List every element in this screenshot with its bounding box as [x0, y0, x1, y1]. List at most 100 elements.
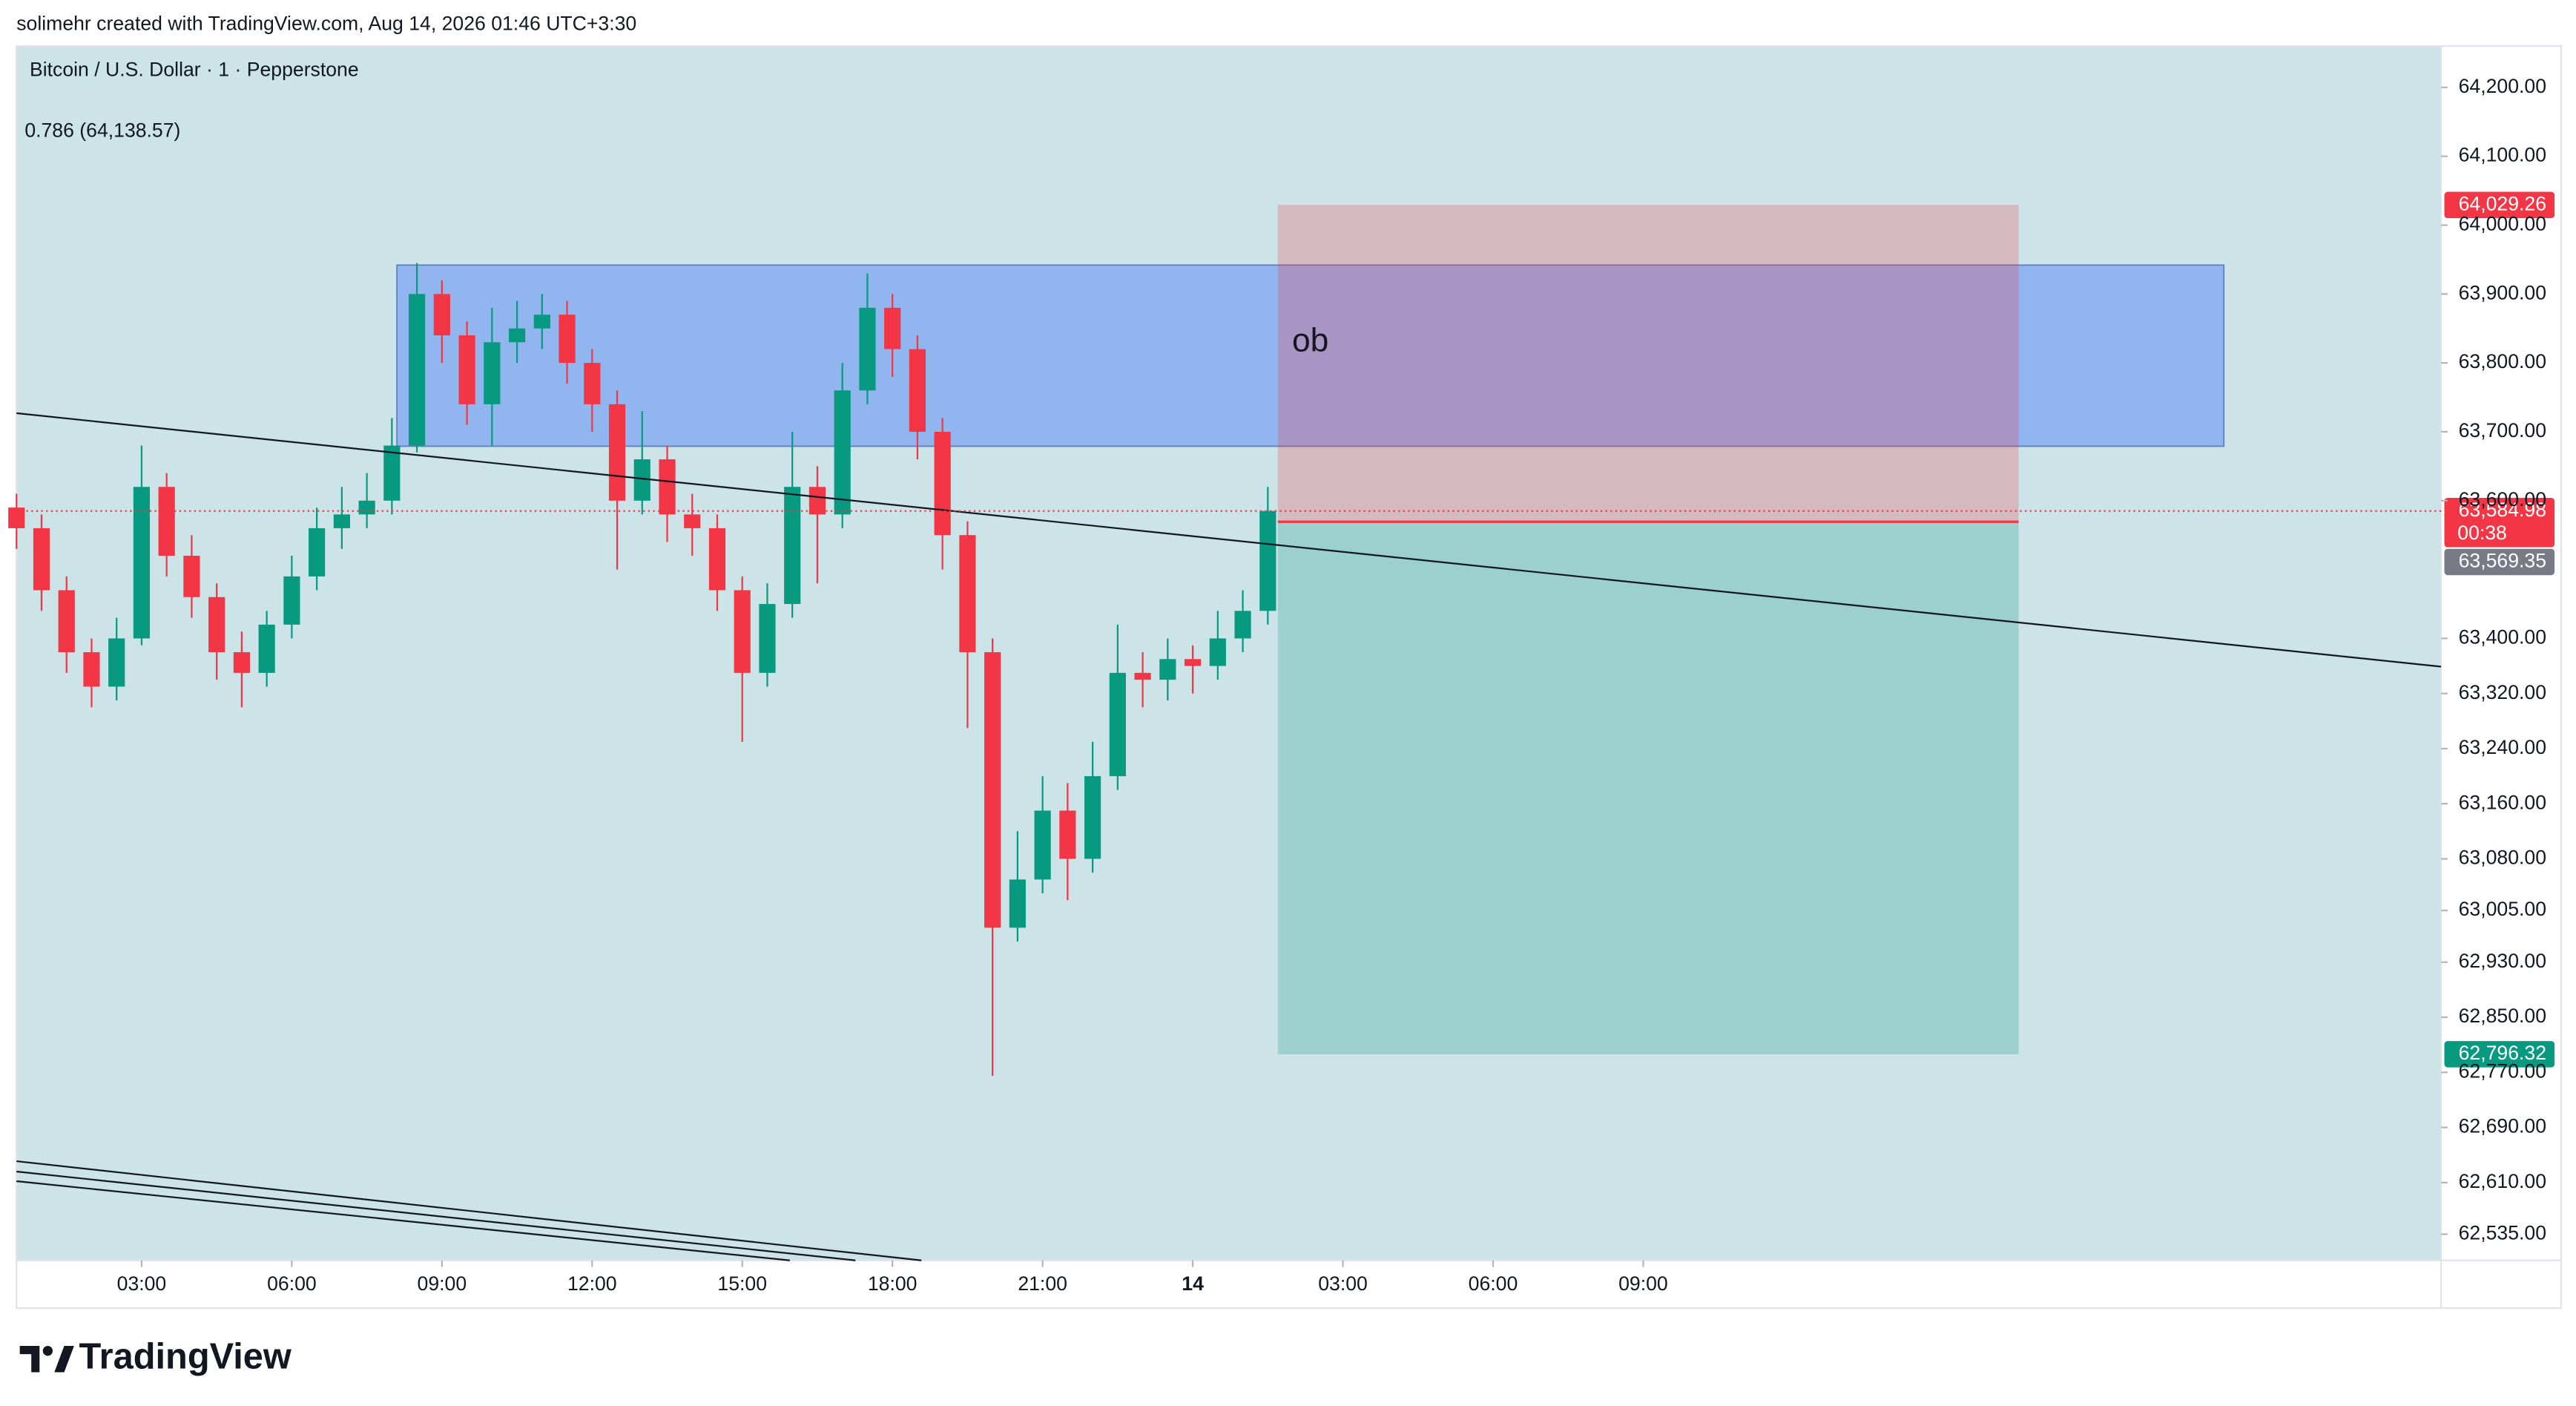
- candle-body: [734, 590, 751, 673]
- y-tick-label: 63,320.00: [2459, 681, 2546, 703]
- y-tick-label: 64,200.00: [2459, 75, 2546, 97]
- y-tick-label: 62,850.00: [2459, 1005, 2546, 1027]
- trend-line: [16, 412, 2442, 668]
- y-tick-label: 63,080.00: [2459, 847, 2546, 869]
- y-tick-label: 63,600.00: [2459, 488, 2546, 510]
- candle-body: [684, 514, 701, 528]
- y-tick-label: 64,000.00: [2459, 212, 2546, 234]
- x-tick-label: 03:00: [117, 1272, 167, 1295]
- candle-body: [808, 487, 826, 515]
- candle-body: [8, 507, 25, 528]
- target-zone: [1277, 522, 2019, 1054]
- candle-body: [1084, 776, 1101, 859]
- y-tick-label: 64,100.00: [2459, 144, 2546, 166]
- candle-body: [533, 315, 550, 329]
- y-tick-label: 63,160.00: [2459, 791, 2546, 813]
- y-tick-label: 62,610.00: [2459, 1170, 2546, 1192]
- zone-label: ob: [1292, 322, 1328, 358]
- candle-body: [1234, 611, 1251, 639]
- candle-body: [33, 528, 50, 591]
- candle-body: [358, 500, 375, 515]
- candle-body: [458, 335, 475, 404]
- price-label: 63,569.35: [2459, 550, 2546, 572]
- price-label-box: [2444, 191, 2555, 219]
- candle-body: [283, 576, 300, 625]
- candle-body: [333, 514, 350, 528]
- y-tick-label: 62,770.00: [2459, 1060, 2546, 1082]
- candle-body: [58, 590, 75, 653]
- credit: solimehr created with TradingView.com, A…: [16, 12, 636, 34]
- stop-zone: [1277, 205, 2019, 522]
- y-tick-label: 63,400.00: [2459, 625, 2546, 648]
- candle-body: [884, 307, 901, 349]
- price-label: 62,796.32: [2459, 1042, 2546, 1064]
- candle-body: [508, 328, 526, 343]
- x-tick-label: 06:00: [267, 1272, 317, 1295]
- candle-body: [834, 390, 851, 515]
- candle-body: [984, 652, 1001, 928]
- candle-body: [1009, 879, 1026, 928]
- candle-body: [1259, 510, 1277, 611]
- order-block-zone: [396, 264, 2225, 447]
- x-tick-label: 14: [1182, 1272, 1204, 1295]
- candle-body: [1059, 810, 1076, 859]
- candle-body: [659, 459, 676, 515]
- y-tick-label: 62,930.00: [2459, 950, 2546, 972]
- candle-body: [584, 363, 601, 404]
- logo-icon: [19, 1346, 74, 1373]
- x-tick-label: 12:00: [567, 1272, 617, 1295]
- candle-body: [759, 604, 776, 673]
- x-tick-label: 09:00: [418, 1272, 467, 1295]
- candle-body: [784, 487, 801, 605]
- price-label-box: [2444, 548, 2555, 576]
- candle-body: [934, 431, 951, 536]
- price-label: 63,584.98: [2459, 499, 2546, 521]
- logo-text: TradingView: [79, 1337, 292, 1377]
- y-tick-label: 63,800.00: [2459, 350, 2546, 372]
- candle-body: [309, 528, 326, 576]
- trend-line: [16, 1180, 790, 1261]
- chart-title: Bitcoin / U.S. Dollar · 1 · Pepperstone: [30, 58, 359, 80]
- plot-background: [16, 46, 2442, 1261]
- candle-body: [409, 294, 426, 446]
- candle-body: [208, 597, 225, 653]
- y-tick-label: 62,535.00: [2459, 1221, 2546, 1244]
- candle-body: [258, 624, 275, 673]
- candle-body: [1184, 659, 1202, 666]
- candle-body: [909, 349, 926, 432]
- candle-body: [859, 307, 876, 391]
- candle-body: [133, 487, 151, 639]
- x-tick-label: 06:00: [1469, 1272, 1518, 1295]
- candle-body: [559, 315, 576, 364]
- x-tick-label: 03:00: [1318, 1272, 1368, 1295]
- candle-body: [708, 528, 726, 591]
- candle-body: [233, 652, 250, 673]
- candle-body: [183, 556, 200, 597]
- x-tick-label: 18:00: [868, 1272, 918, 1295]
- y-tick-label: 63,240.00: [2459, 736, 2546, 758]
- y-tick-label: 63,700.00: [2459, 419, 2546, 441]
- countdown: 00:38: [2457, 522, 2507, 544]
- candle-body: [158, 487, 175, 556]
- x-tick-label: 21:00: [1018, 1272, 1067, 1295]
- trend-line: [16, 1170, 856, 1261]
- candle-body: [633, 459, 650, 501]
- candle-body: [1134, 672, 1151, 680]
- y-tick-label: 62,690.00: [2459, 1115, 2546, 1137]
- price-label-box: [2444, 497, 2555, 548]
- x-tick-label: 09:00: [1618, 1272, 1668, 1295]
- indicator-label: 0.786 (64,138.57): [24, 119, 180, 141]
- candle-body: [1109, 672, 1126, 777]
- price-label-box: [2444, 1041, 2555, 1068]
- candle-body: [108, 638, 125, 687]
- candle-body: [1209, 638, 1226, 666]
- price-label: 64,029.26: [2459, 192, 2546, 214]
- frame: [16, 45, 2563, 1310]
- candle-body: [484, 342, 501, 404]
- candle-body: [608, 404, 626, 501]
- y-tick-label: 63,005.00: [2459, 898, 2546, 920]
- x-tick-label: 15:00: [717, 1272, 767, 1295]
